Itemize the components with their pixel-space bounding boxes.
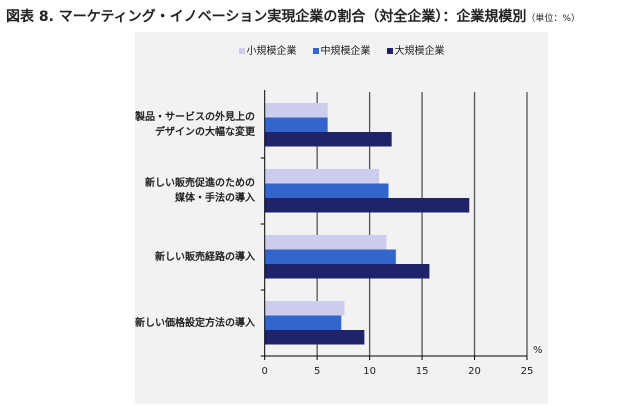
- legend-swatch: [238, 48, 245, 54]
- x-tick-label: 10: [363, 366, 376, 377]
- category-label-line: デザインの大幅な変更: [155, 127, 255, 138]
- legend-item: 小規模企業: [238, 42, 297, 57]
- category-label-line: 新しい価格設定方法の導入: [135, 317, 255, 329]
- category-label: 新しい販売促進のための媒体・手法の導入: [145, 176, 255, 206]
- bar: [264, 132, 392, 147]
- x-tick-label: 15: [416, 366, 429, 377]
- bar: [264, 264, 430, 279]
- title-text: 図表 8. マーケティング・イノベーション実現企業の割合（対全企業）：企業規模別: [6, 9, 527, 25]
- bar: [264, 169, 380, 184]
- x-unit-label: %: [533, 345, 543, 356]
- bar: [264, 117, 328, 132]
- category-label-line: 媒体・手法の導入: [175, 193, 255, 204]
- bar: [264, 103, 328, 118]
- legend-swatch: [386, 48, 393, 54]
- legend-label: 小規模企業: [246, 46, 297, 57]
- bar: [264, 315, 342, 330]
- chart-title: 図表 8. マーケティング・イノベーション実現企業の割合（対全企業）：企業規模別…: [6, 6, 580, 26]
- bar: [264, 330, 365, 345]
- bar: [264, 183, 389, 198]
- bar: [264, 249, 396, 264]
- bar: [264, 198, 470, 213]
- x-tick-label: 25: [521, 366, 534, 377]
- category-label-line: 新しい販売促進のための: [145, 178, 255, 189]
- category-label-line: 新しい販売経路の導入: [155, 251, 255, 263]
- category-label-line: 製品・サービスの外見上の: [135, 112, 255, 123]
- legend: 小規模企業 中規模企業 大規模企業: [135, 42, 548, 57]
- x-tick-label: 0: [262, 366, 268, 377]
- legend-label: 大規模企業: [394, 46, 445, 57]
- category-label: 新しい販売経路の導入: [155, 250, 255, 265]
- legend-swatch: [312, 48, 319, 54]
- x-tick-label: 5: [314, 366, 320, 377]
- category-label: 製品・サービスの外見上のデザインの大幅な変更: [135, 110, 255, 140]
- unit-label: （単位：%）: [526, 14, 580, 24]
- legend-item: 中規模企業: [312, 42, 371, 57]
- legend-item: 大規模企業: [386, 42, 445, 57]
- category-label: 新しい価格設定方法の導入: [135, 316, 255, 331]
- legend-label: 中規模企業: [320, 46, 371, 57]
- bar: [264, 301, 345, 316]
- x-tick-label: 20: [468, 366, 481, 377]
- bar: [264, 235, 387, 250]
